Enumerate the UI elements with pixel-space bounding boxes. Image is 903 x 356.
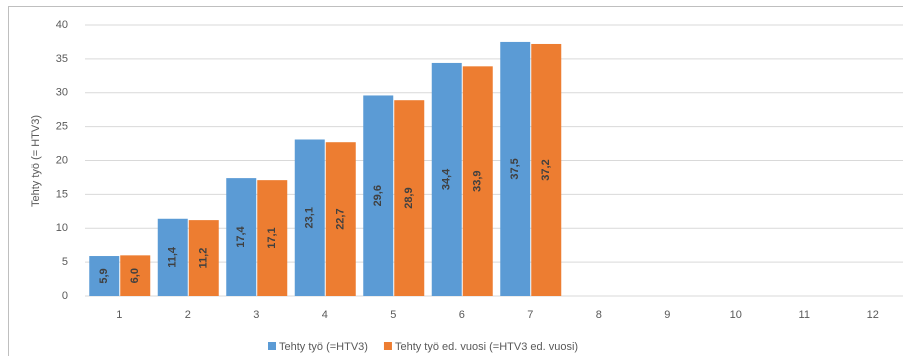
y-tick-label: 5 bbox=[62, 256, 68, 268]
bar bbox=[120, 255, 151, 296]
data-label: 6,0 bbox=[129, 268, 141, 283]
data-label: 28,9 bbox=[403, 187, 415, 208]
x-tick-label: 9 bbox=[664, 309, 670, 321]
y-tick-label: 40 bbox=[56, 19, 68, 31]
x-tick-label: 4 bbox=[322, 309, 328, 321]
data-label: 33,9 bbox=[472, 170, 484, 191]
legend-swatch bbox=[383, 342, 392, 350]
data-label: 11,4 bbox=[167, 246, 179, 268]
bar bbox=[294, 139, 325, 296]
y-tick-label: 10 bbox=[56, 222, 68, 234]
bar bbox=[462, 66, 493, 296]
bar bbox=[226, 178, 257, 296]
y-tick-label: 0 bbox=[62, 290, 68, 302]
data-label: 29,6 bbox=[372, 185, 384, 206]
x-tick-label: 2 bbox=[185, 309, 191, 321]
y-tick-label: 35 bbox=[56, 53, 68, 65]
bar bbox=[394, 100, 425, 296]
x-tick-label: 5 bbox=[390, 309, 396, 321]
bar bbox=[257, 180, 288, 296]
x-tick-label: 12 bbox=[867, 309, 879, 321]
legend-label: Tehty työ ed. vuosi (=HTV3 ed. vuosi) bbox=[395, 341, 578, 353]
data-label: 22,7 bbox=[335, 208, 347, 229]
y-tick-label: 30 bbox=[56, 87, 68, 99]
legend-swatch bbox=[268, 342, 276, 350]
x-tick-label: 7 bbox=[527, 309, 533, 321]
data-label: 5,9 bbox=[98, 268, 110, 283]
y-tick-label: 25 bbox=[56, 121, 68, 133]
bar bbox=[431, 62, 462, 296]
y-axis-label: Tehty työ (= HTV3) bbox=[30, 115, 42, 207]
x-tick-label: 8 bbox=[596, 309, 602, 321]
bar bbox=[531, 43, 562, 296]
x-tick-label: 6 bbox=[459, 309, 465, 321]
bar bbox=[363, 95, 394, 297]
bar bbox=[89, 256, 120, 296]
data-label: 37,2 bbox=[540, 159, 552, 180]
y-tick-label: 15 bbox=[56, 188, 68, 200]
x-tick-label: 1 bbox=[116, 309, 122, 321]
bar bbox=[500, 41, 531, 296]
data-label: 17,1 bbox=[266, 227, 278, 248]
bar bbox=[325, 142, 356, 296]
data-label: 23,1 bbox=[304, 207, 316, 228]
bar bbox=[157, 218, 188, 296]
data-label: 34,4 bbox=[441, 168, 453, 190]
x-tick-label: 11 bbox=[799, 309, 810, 321]
bar bbox=[188, 220, 219, 296]
legend-label: Tehty työ (=HTV3) bbox=[279, 341, 368, 353]
x-tick-label: 10 bbox=[730, 309, 742, 321]
y-tick-label: 20 bbox=[56, 154, 68, 166]
x-tick-label: 3 bbox=[253, 309, 259, 321]
data-label: 17,4 bbox=[235, 225, 247, 247]
data-label: 11,2 bbox=[198, 248, 210, 269]
data-label: 37,5 bbox=[509, 158, 521, 179]
